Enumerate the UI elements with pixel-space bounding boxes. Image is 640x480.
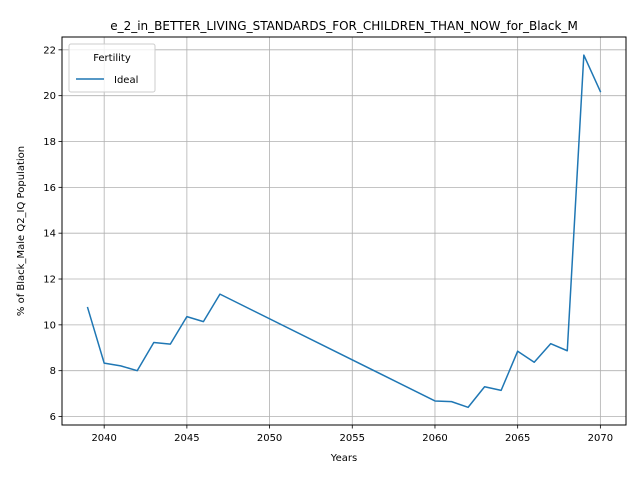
x-tick-label: 2065 [505, 433, 530, 444]
y-tick-label: 10 [43, 320, 56, 331]
y-tick-label: 20 [43, 91, 56, 102]
legend-box [68, 43, 156, 93]
x-tick-label: 2070 [588, 433, 613, 444]
grid [62, 37, 626, 425]
x-tick-label: 2050 [257, 433, 282, 444]
x-tick-label: 2045 [174, 433, 199, 444]
series-line [86, 54, 602, 409]
y-tick-label: 16 [43, 183, 56, 194]
y-tick-label: 14 [43, 229, 56, 240]
x-tick-label: 2040 [91, 433, 116, 444]
legend: Fertility Ideal [68, 43, 156, 93]
y-axis-label: % of Black_Male Q2_IQ Population [16, 146, 27, 316]
legend-title: Fertility [93, 53, 131, 64]
x-axis: 2040 2045 2050 2055 2060 2065 2070 [91, 425, 613, 444]
plot-frame [61, 36, 627, 426]
y-tick-label: 22 [43, 45, 56, 56]
series-layer [86, 54, 602, 409]
x-tick-label: 2055 [340, 433, 365, 444]
x-axis-label: Years [330, 453, 357, 464]
y-tick-label: 18 [43, 137, 56, 148]
legend-label: Ideal [114, 75, 138, 86]
y-tick-label: 12 [43, 275, 56, 286]
chart-title: e_2_in_BETTER_LIVING_STANDARDS_FOR_CHILD… [110, 19, 578, 33]
y-axis: 6 8 10 12 14 16 18 20 22 [43, 45, 62, 423]
y-tick-label: 6 [50, 412, 56, 423]
x-tick-label: 2060 [422, 433, 447, 444]
y-tick-label: 8 [50, 366, 56, 377]
